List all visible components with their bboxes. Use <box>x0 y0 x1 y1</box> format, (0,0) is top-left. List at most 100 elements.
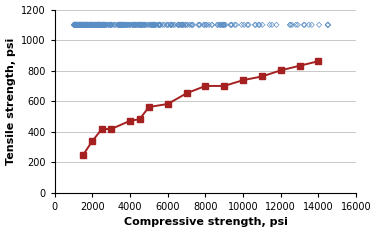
Point <box>150 23 156 27</box>
Point <box>138 23 144 27</box>
Point <box>168 23 174 27</box>
Point <box>115 23 121 27</box>
Point <box>98 23 104 27</box>
Point <box>150 23 156 27</box>
Point <box>83 23 89 27</box>
Point <box>89 23 95 27</box>
Point <box>137 23 143 27</box>
Point <box>87 23 93 27</box>
Point <box>209 23 215 27</box>
Point <box>77 23 83 27</box>
Point <box>183 23 189 27</box>
Point <box>157 23 163 27</box>
Point <box>119 23 125 27</box>
Point <box>295 23 301 27</box>
Point <box>100 23 106 27</box>
Point <box>125 23 131 27</box>
Point <box>84 23 90 27</box>
Point <box>73 23 79 27</box>
Point <box>77 23 83 27</box>
Point <box>98 23 104 27</box>
Point <box>78 23 84 27</box>
Point <box>130 23 136 27</box>
Point <box>145 23 151 27</box>
Point <box>241 23 247 27</box>
Point <box>93 23 99 27</box>
Point <box>74 23 80 27</box>
Point <box>119 23 125 27</box>
Point <box>232 23 238 27</box>
Point <box>104 23 110 27</box>
Point <box>73 23 79 27</box>
Point <box>127 23 133 27</box>
Point <box>72 23 78 27</box>
Point <box>244 23 250 27</box>
Point <box>99 23 105 27</box>
Point <box>132 23 138 27</box>
Point <box>75 23 81 27</box>
Point <box>168 23 174 27</box>
Point <box>82 23 88 27</box>
Point <box>133 23 139 27</box>
Point <box>82 23 88 27</box>
Point <box>121 23 127 27</box>
Point <box>109 23 115 27</box>
Point <box>202 23 208 27</box>
Point <box>204 23 210 27</box>
Point <box>159 23 166 27</box>
Point <box>179 23 185 27</box>
Point <box>107 23 113 27</box>
Point <box>101 23 107 27</box>
Point <box>118 23 124 27</box>
Point <box>101 23 107 27</box>
Point <box>72 23 78 27</box>
Point <box>87 23 93 27</box>
Point <box>100 23 106 27</box>
Point <box>156 23 162 27</box>
Point <box>83 23 89 27</box>
Point <box>103 23 109 27</box>
Point <box>223 23 229 27</box>
Point <box>289 23 295 27</box>
Point <box>215 23 221 27</box>
Point <box>74 23 80 27</box>
Point <box>72 23 78 27</box>
Point <box>82 23 88 27</box>
Point <box>167 23 173 27</box>
Point <box>220 23 226 27</box>
Point <box>175 23 181 27</box>
Point <box>90 23 96 27</box>
Point <box>219 23 225 27</box>
Point <box>309 23 315 27</box>
Point <box>71 23 77 27</box>
Y-axis label: Tensile strength, psi: Tensile strength, psi <box>6 38 15 165</box>
Point <box>165 23 171 27</box>
Point <box>137 23 143 27</box>
Point <box>140 23 146 27</box>
Point <box>133 23 139 27</box>
Point <box>119 23 125 27</box>
Point <box>81 23 87 27</box>
Point <box>78 23 84 27</box>
Point <box>89 23 95 27</box>
Point <box>229 23 235 27</box>
Point <box>170 23 176 27</box>
Point <box>95 23 101 27</box>
Point <box>75 23 81 27</box>
Point <box>139 23 145 27</box>
Point <box>156 23 162 27</box>
Point <box>107 23 113 27</box>
Point <box>178 23 184 27</box>
Point <box>129 23 135 27</box>
Point <box>148 23 154 27</box>
Point <box>81 23 87 27</box>
Point <box>209 23 215 27</box>
Point <box>79 23 85 27</box>
Point <box>118 23 124 27</box>
Point <box>93 23 99 27</box>
Point <box>84 23 90 27</box>
Point <box>131 23 137 27</box>
Point <box>79 23 85 27</box>
Point <box>100 23 106 27</box>
Point <box>141 23 147 27</box>
